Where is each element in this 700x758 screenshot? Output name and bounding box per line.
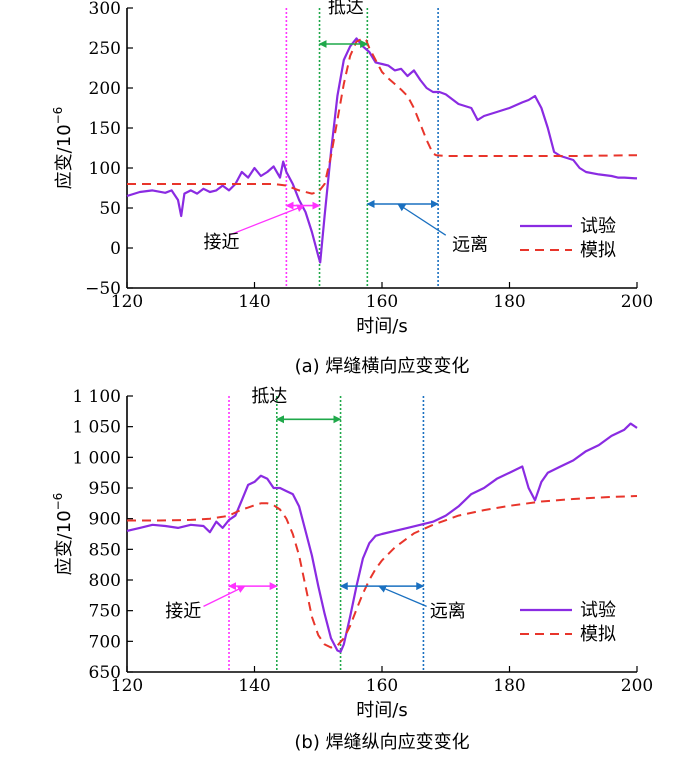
y-tick-label: 200 [89,79,121,99]
y-tick-label: 1 100 [72,387,121,407]
x-tick-label: 120 [111,676,143,696]
y-axis-title-main: 应变/10 [54,510,75,575]
y-axis-title: 应变/10−6 [51,107,75,190]
y-axis-title-exponent: −6 [51,493,65,511]
y-tick-label: 850 [89,540,121,560]
y-tick-label: 100 [89,159,121,179]
y-tick-label: 1 050 [72,418,121,438]
y-tick-label: 750 [89,602,121,622]
y-tick-label: 300 [89,0,121,19]
x-tick-label: 180 [493,292,525,312]
x-tick-label: 140 [238,292,270,312]
legend-sim-label: 模拟 [580,624,616,645]
legend-test-label: 试验 [580,600,616,621]
y-tick-label: 1 000 [72,448,121,468]
y-tick-label: 900 [89,510,121,530]
simulation-series-line [127,37,638,195]
y-axis-title-main: 应变/10 [54,124,75,189]
y-tick-label: −50 [85,279,121,299]
x-tick-label: 160 [366,292,398,312]
y-tick-label: 700 [89,632,121,652]
annotation-pointer-approach [228,204,305,236]
panel-caption: (a) 焊缝横向应变变化 [295,356,470,377]
y-tick-label: 950 [89,479,121,499]
annotation-label-approach: 接近 [204,232,240,253]
legend-sim-label: 模拟 [580,240,616,261]
x-tick-label: 200 [621,676,653,696]
y-tick-label: 50 [99,199,121,219]
annotation-label-leave: 远离 [452,234,488,255]
simulation-series-line [127,495,638,649]
y-tick-label: 250 [89,39,121,59]
y-axis-title: 应变/10−6 [51,493,75,576]
x-tick-label: 120 [111,292,143,312]
panel-caption: (b) 焊缝纵向应变变化 [294,732,469,753]
annotation-label-leave: 远离 [430,601,466,622]
annotation-label-approach: 接近 [165,601,201,622]
x-tick-label: 180 [493,676,525,696]
x-tick-label: 140 [238,676,270,696]
x-tick-label: 160 [366,676,398,696]
y-tick-label: 0 [110,239,121,259]
y-tick-label: 650 [89,663,121,683]
annotation-label-arrive: 抵达 [328,0,364,18]
legend-test-label: 试验 [580,216,616,237]
y-axis-title-exponent: −6 [51,107,65,125]
panel-a: 120 140 160 180 200 −50 0 50 100 150 200 250 300 时间/s… [51,0,653,377]
x-axis-title: 时间/s [356,700,407,721]
panel-b: 120 140 160 180 200 650 700 750 800 850 900 950 1 00… [51,386,653,753]
x-tick-label: 200 [621,292,653,312]
annotation-pointer-leave [397,203,447,236]
annotation-pointer-approach [203,585,246,607]
annotation-pointer-leave [378,585,427,607]
y-tick-label: 150 [89,119,121,139]
y-tick-label: 800 [89,571,121,591]
annotation-label-arrive: 抵达 [251,386,287,407]
x-axis-title: 时间/s [356,316,407,337]
test-series-line [126,422,638,653]
